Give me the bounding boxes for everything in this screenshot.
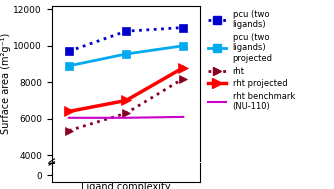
X-axis label: Ligand complexity: Ligand complexity (81, 182, 171, 189)
Y-axis label: Surface area (m²g⁻¹): Surface area (m²g⁻¹) (1, 33, 10, 134)
Legend: pcu (two
ligands), pcu (two
ligands)
projected, rht, rht projected, rht benchmar: pcu (two ligands), pcu (two ligands) pro… (207, 10, 295, 112)
